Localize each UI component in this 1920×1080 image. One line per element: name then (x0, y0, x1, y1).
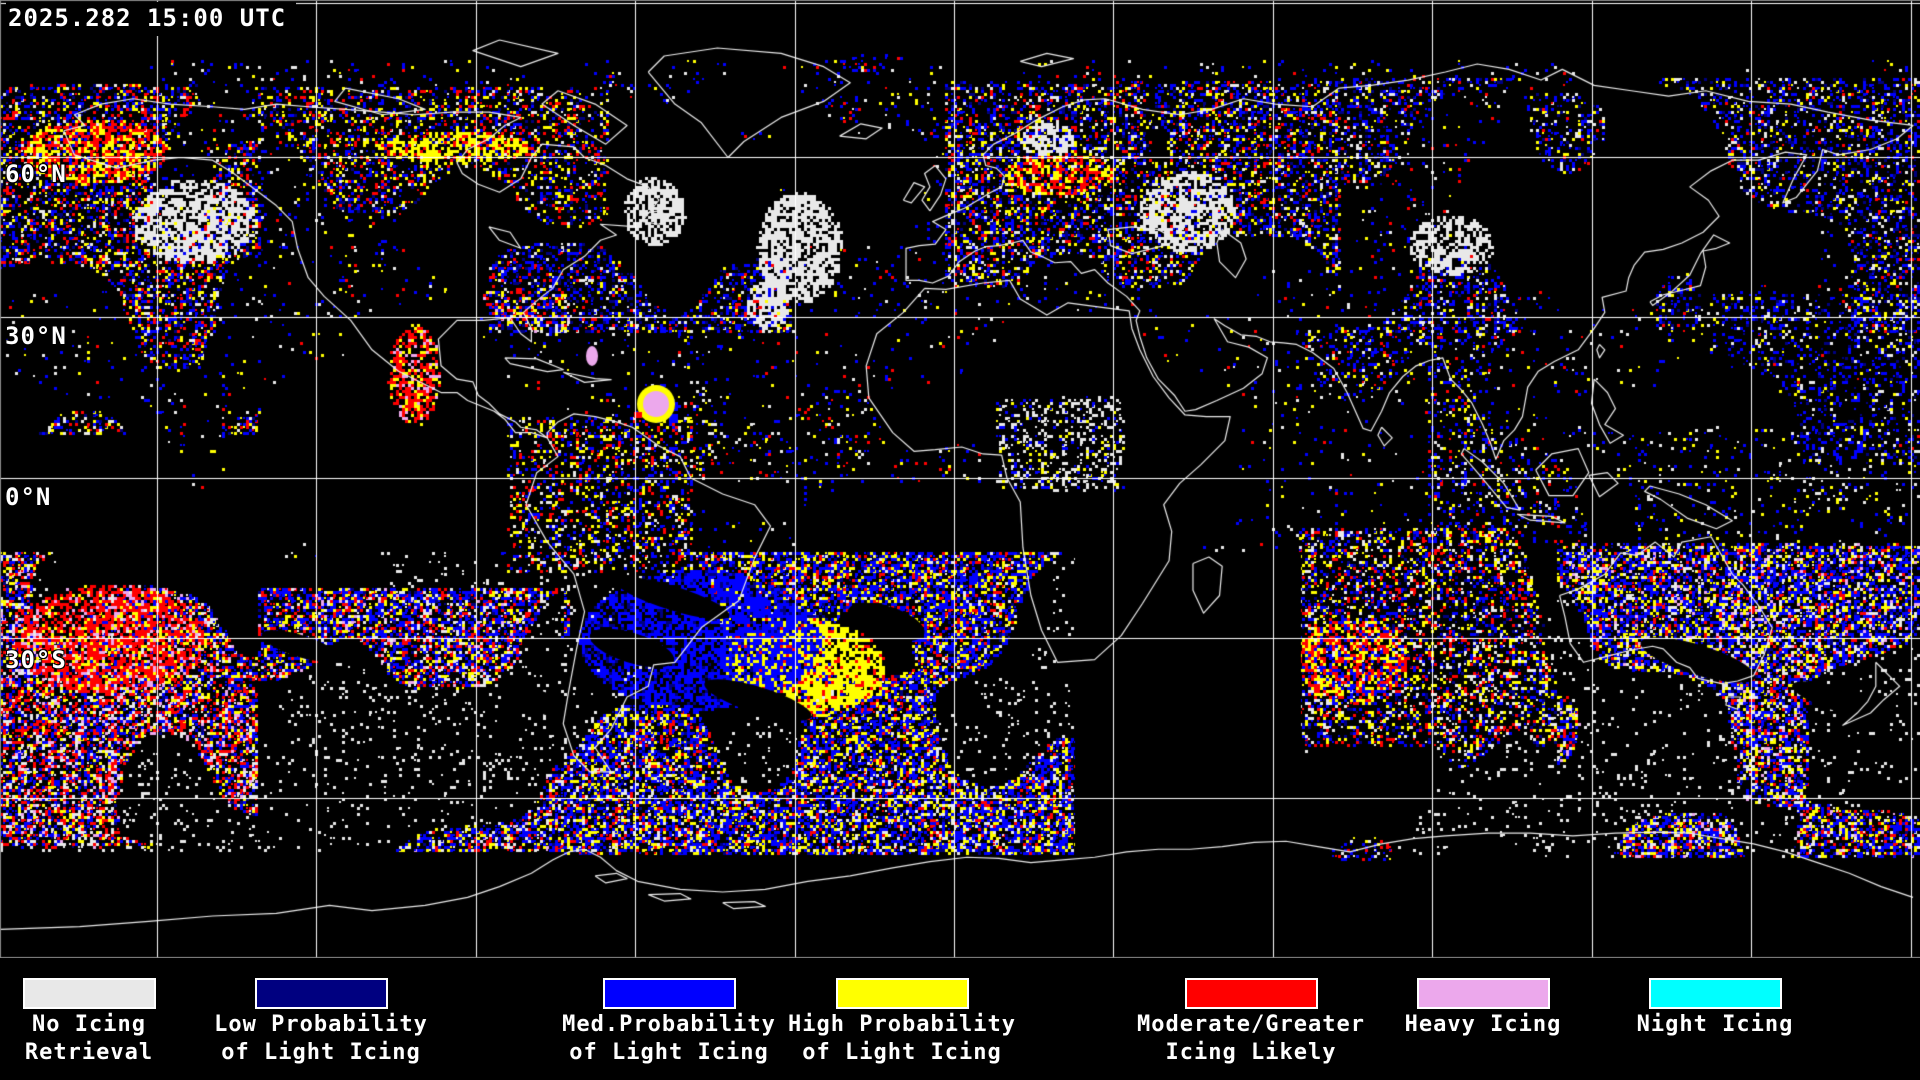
legend-label: No Icing (32, 1012, 146, 1037)
legend-swatch-med-probability (603, 978, 736, 1009)
legend-label: Heavy Icing (1404, 1012, 1562, 1037)
lat-label-30s: 30°S (5, 646, 67, 674)
legend-label: of Light Icing (569, 1040, 769, 1065)
legend-swatch-moderate-greater (1185, 978, 1318, 1009)
legend-label: Med.Probability (562, 1012, 776, 1037)
legend-label: of Light Icing (221, 1040, 421, 1065)
lat-label-0n: 0°N (5, 483, 52, 511)
legend-label: High Probability (788, 1012, 1016, 1037)
legend-swatch-heavy-icing (1417, 978, 1550, 1009)
legend-label: Moderate/Greater (1137, 1012, 1365, 1037)
legend-label: Night Icing (1636, 1012, 1794, 1037)
legend-label: Low Probability (214, 1012, 428, 1037)
legend-swatch-high-probability (836, 978, 969, 1009)
legend-label: of Light Icing (802, 1040, 1002, 1065)
legend-swatch-night-icing (1649, 978, 1782, 1009)
legend-label: Retrieval (24, 1040, 154, 1065)
lat-label-30n: 30°N (5, 322, 67, 350)
legend-label: Icing Likely (1165, 1040, 1337, 1065)
lat-label-60n: 60°N (5, 160, 67, 188)
legend-bar: No Icing Retrieval Low Probability of Li… (0, 958, 1920, 1080)
timestamp-label: 2025.282 15:00 UTC (6, 2, 297, 36)
legend-swatch-low-probability (255, 978, 388, 1009)
legend-swatch-no-icing (23, 978, 156, 1009)
